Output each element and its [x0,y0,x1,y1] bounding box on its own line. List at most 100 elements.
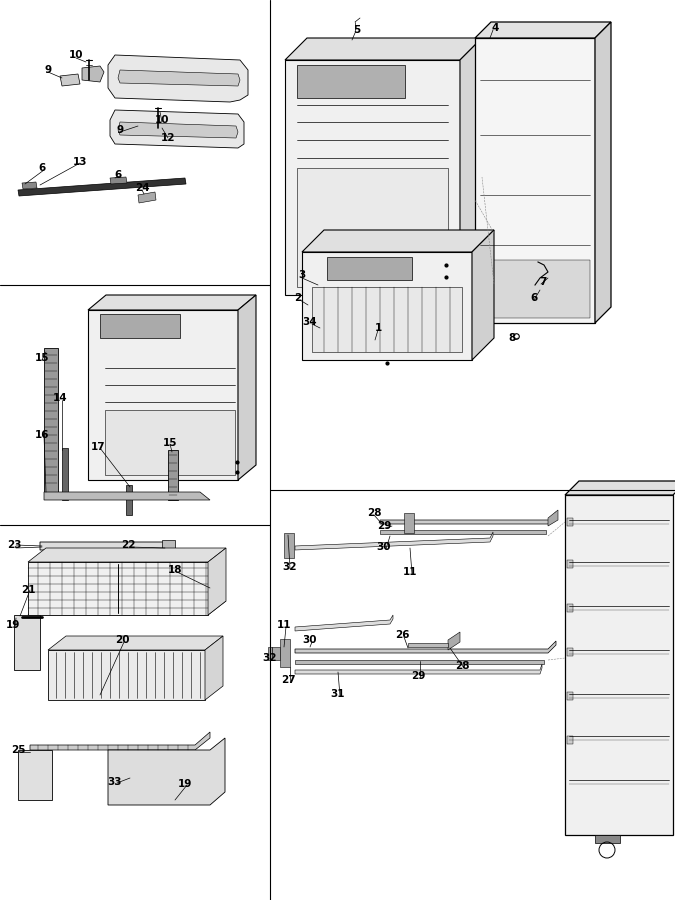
Polygon shape [460,38,482,295]
Polygon shape [168,450,178,500]
Polygon shape [22,182,37,189]
Text: 18: 18 [168,565,182,575]
Text: 8: 8 [508,333,516,343]
Polygon shape [295,532,493,550]
Text: 7: 7 [539,277,547,287]
Text: 32: 32 [263,653,277,663]
Text: 19: 19 [6,620,20,630]
Polygon shape [567,604,573,612]
Polygon shape [162,540,175,555]
Polygon shape [302,252,472,360]
Text: 31: 31 [331,689,345,699]
Text: 24: 24 [135,183,149,193]
Polygon shape [285,60,460,295]
Polygon shape [295,664,542,674]
Polygon shape [284,533,294,558]
Text: 27: 27 [281,675,296,685]
Polygon shape [48,650,205,700]
Polygon shape [30,732,210,750]
Polygon shape [208,548,226,615]
Polygon shape [285,38,482,60]
Polygon shape [297,168,448,287]
Text: 11: 11 [403,567,417,577]
Polygon shape [567,648,573,656]
Polygon shape [475,22,611,38]
Polygon shape [565,495,673,835]
Polygon shape [14,615,40,670]
Polygon shape [136,120,152,130]
Text: 30: 30 [377,542,392,552]
Text: 12: 12 [161,133,176,143]
Text: 4: 4 [491,23,499,33]
Polygon shape [205,636,223,700]
Text: 16: 16 [34,430,49,440]
Polygon shape [380,530,546,534]
Text: 23: 23 [7,540,21,550]
Text: 6: 6 [114,170,121,180]
Text: 5: 5 [354,25,360,35]
Polygon shape [567,692,573,700]
Polygon shape [548,510,558,526]
Polygon shape [327,257,412,280]
Polygon shape [44,492,210,500]
Polygon shape [44,348,58,492]
Text: 2: 2 [294,293,302,303]
Text: 33: 33 [108,777,122,787]
Text: 32: 32 [283,562,297,572]
Text: 29: 29 [411,671,425,681]
Text: 28: 28 [455,661,469,671]
Text: 9: 9 [116,125,124,135]
Text: 13: 13 [73,157,87,167]
Polygon shape [595,835,620,843]
Polygon shape [268,647,280,660]
Text: 10: 10 [69,50,83,60]
Polygon shape [62,448,68,500]
Polygon shape [408,643,448,647]
Polygon shape [472,230,494,360]
Polygon shape [48,636,223,650]
Polygon shape [297,65,405,98]
Text: 11: 11 [277,620,291,630]
Polygon shape [295,615,393,631]
Polygon shape [380,512,556,524]
Text: 30: 30 [303,635,317,645]
Polygon shape [110,110,244,148]
Polygon shape [567,736,573,744]
Polygon shape [105,410,235,475]
Polygon shape [126,485,132,515]
Text: 25: 25 [11,745,25,755]
Polygon shape [475,38,595,323]
Polygon shape [152,112,168,126]
Text: 17: 17 [90,442,105,452]
Text: 28: 28 [367,508,381,518]
Polygon shape [88,310,238,480]
Text: 29: 29 [377,521,392,531]
Polygon shape [118,70,240,86]
Polygon shape [18,178,186,196]
Text: 19: 19 [178,779,192,789]
Polygon shape [238,295,256,480]
Text: 26: 26 [395,630,409,640]
Polygon shape [100,314,180,338]
Text: 15: 15 [163,438,178,448]
Polygon shape [295,660,544,664]
Text: 21: 21 [21,585,35,595]
Polygon shape [312,287,462,352]
Polygon shape [567,518,573,526]
Text: 3: 3 [298,270,306,280]
Polygon shape [595,22,611,323]
Text: 1: 1 [375,323,381,333]
Polygon shape [82,66,104,82]
Text: 6: 6 [531,293,537,303]
Polygon shape [60,74,80,86]
Polygon shape [480,260,590,318]
Text: 22: 22 [121,540,135,550]
Polygon shape [567,560,573,568]
Polygon shape [108,55,248,102]
Text: 9: 9 [45,65,51,75]
Polygon shape [565,481,675,495]
Polygon shape [118,122,238,138]
Text: 6: 6 [38,163,46,173]
Polygon shape [280,639,290,667]
Polygon shape [110,177,127,184]
